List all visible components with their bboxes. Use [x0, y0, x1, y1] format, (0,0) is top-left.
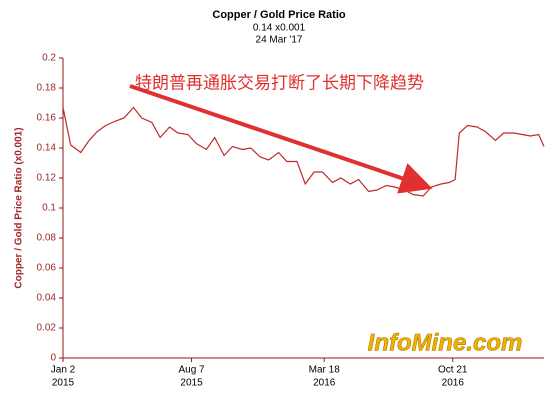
y-tick-label: 0.12	[37, 173, 57, 184]
chart-date: 24 Mar '17	[256, 35, 303, 46]
y-axis-label: Copper / Gold Price Ratio (x0.001)	[14, 127, 25, 288]
chart-subtitle: 0.14 x0.001	[253, 23, 306, 34]
x-tick-label: 2016	[313, 378, 336, 389]
y-tick-label: 0.2	[42, 53, 56, 64]
y-tick-label: 0.1	[42, 203, 56, 214]
y-tick-label: 0.18	[37, 83, 57, 94]
data-line	[62, 106, 545, 197]
annotation: 特朗普再通胀交易打断了长期下降趋势	[135, 73, 424, 92]
x-tick-label: Mar 18	[309, 365, 341, 376]
x-tick-label: 2015	[180, 378, 203, 389]
y-tick-label: 0.14	[37, 143, 57, 154]
y-tick-label: 0.08	[37, 233, 57, 244]
x-tick-label: Oct 21	[438, 365, 468, 376]
x-tick-label: 2016	[442, 378, 465, 389]
x-tick-label: Aug 7	[178, 365, 205, 376]
x-tick-label: Jan 2	[51, 365, 76, 376]
y-tick-label: 0	[50, 353, 56, 364]
x-tick-label: 2015	[52, 378, 75, 389]
y-tick-label: 0.02	[37, 323, 57, 334]
watermark: InfoMine.com	[368, 329, 523, 356]
y-tick-label: 0.04	[37, 293, 57, 304]
annotation-arrow	[129, 84, 433, 194]
chart-title: Copper / Gold Price Ratio	[212, 9, 346, 21]
y-tick-label: 0.16	[37, 113, 57, 124]
y-tick-label: 0.06	[37, 263, 57, 274]
